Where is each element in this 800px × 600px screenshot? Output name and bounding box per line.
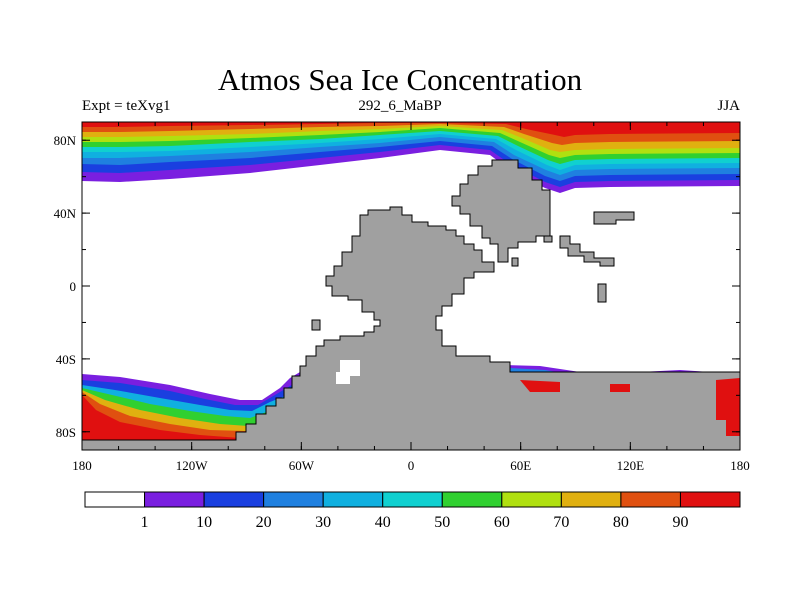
x-tick-label: 60E: [510, 458, 531, 473]
x-tick-label: 0: [408, 458, 415, 473]
y-tick-label: 80N: [54, 133, 77, 148]
colorbar-swatch: [620, 491, 681, 508]
colorbar-swatch: [263, 491, 324, 508]
colorbar-swatch: [441, 491, 503, 508]
colorbar-label: 70: [553, 514, 569, 531]
y-axis: 80N 40N 0 40S 80S: [54, 133, 740, 440]
x-tick-label: 180: [730, 458, 750, 473]
x-tick-label: 120W: [176, 458, 209, 473]
colorbar-label: 90: [672, 514, 688, 531]
colorbar-swatch: [203, 491, 265, 508]
y-tick-label: 40N: [54, 206, 77, 221]
x-tick-label: 60W: [289, 458, 315, 473]
colorbar-label: 50: [434, 514, 450, 531]
x-tick-label: 120E: [617, 458, 645, 473]
y-tick-label: 80S: [56, 425, 76, 440]
colorbar-swatch: [501, 491, 562, 508]
colorbar-label: 30: [315, 514, 331, 531]
colorbar-swatch: [560, 491, 622, 508]
land-mask: [82, 159, 740, 450]
map-field: [82, 122, 740, 450]
period-label: 292_6_MaBP: [358, 98, 442, 114]
colorbar-swatch: [144, 491, 205, 508]
colorbar-swatch: [322, 491, 384, 508]
colorbar-label: 20: [256, 514, 272, 531]
colorbar-swatch: [84, 491, 146, 508]
colorbar-label: 10: [196, 514, 212, 531]
arctic-sea-ice: [82, 122, 740, 193]
x-tick-label: 180: [72, 458, 92, 473]
x-axis: 180 120W 60W 0 60E 120E 180: [72, 122, 750, 473]
colorbar-swatch: [382, 491, 443, 508]
colorbar: 1 10 20 30 40 50 60 70 80 90: [84, 491, 741, 531]
map-title: Atmos Sea Ice Concentration: [217, 62, 583, 97]
colorbar-label: 1: [141, 514, 149, 531]
experiment-label: Expt = teXvg1: [82, 98, 171, 114]
y-tick-label: 40S: [56, 352, 76, 367]
colorbar-swatch: [679, 491, 741, 508]
colorbar-label: 40: [375, 514, 391, 531]
season-label: JJA: [717, 98, 740, 114]
colorbar-label: 80: [613, 514, 629, 531]
colorbar-label: 60: [494, 514, 510, 531]
y-tick-label: 0: [70, 279, 77, 294]
